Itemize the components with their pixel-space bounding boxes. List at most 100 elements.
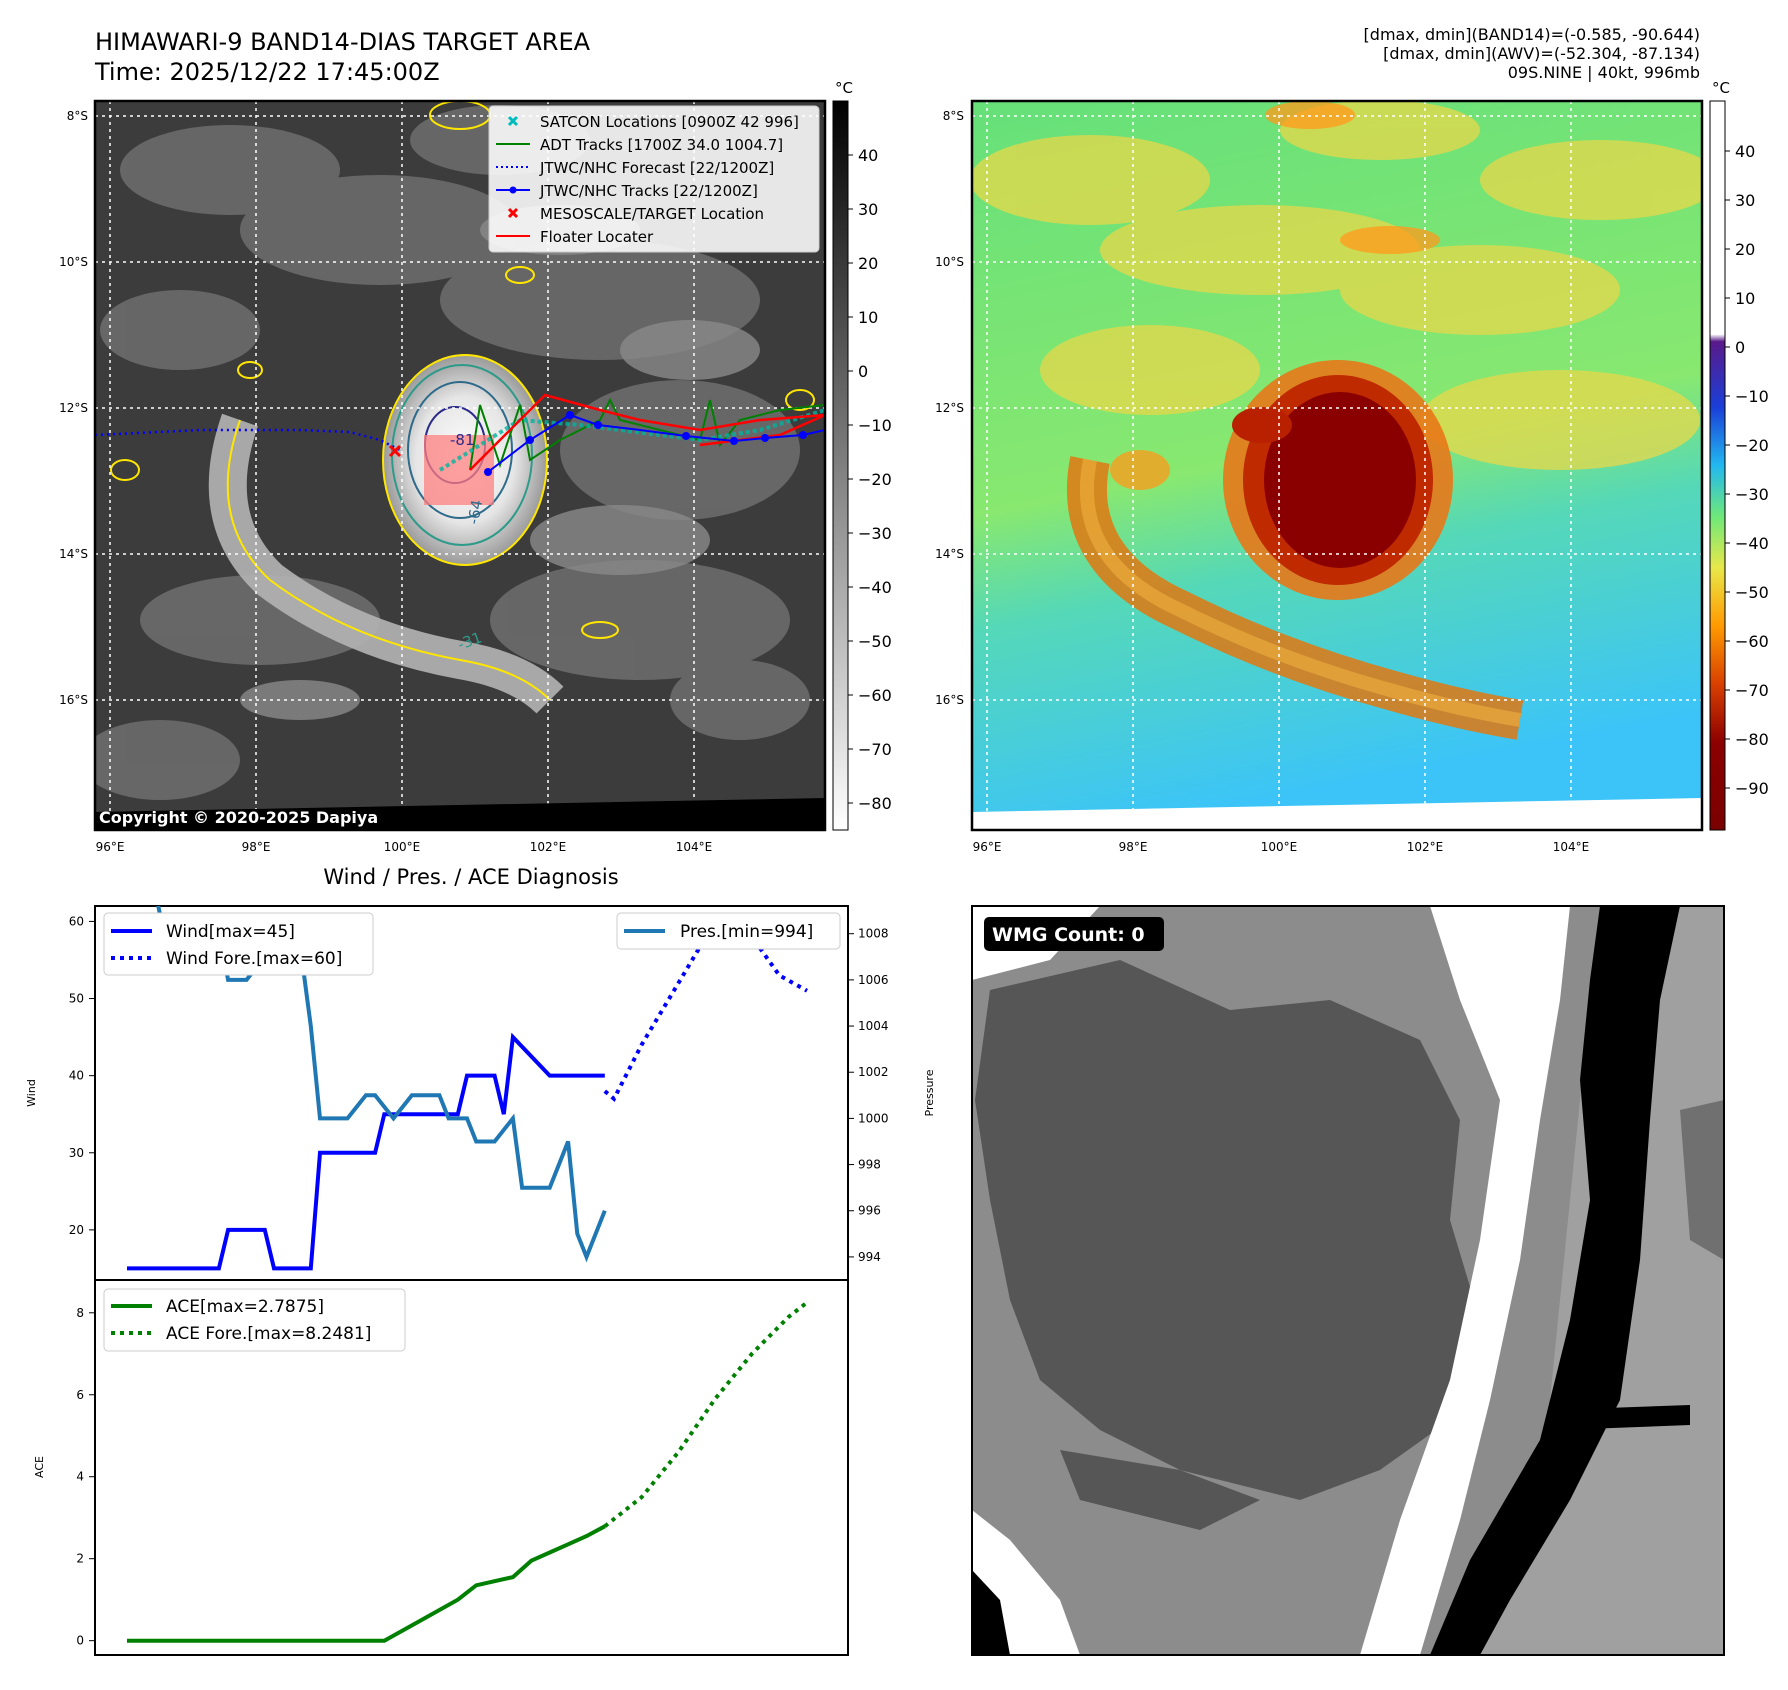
ir-colorbar-tick-label: −30 bbox=[858, 524, 892, 543]
diagnosis-chart-title: Wind / Pres. / ACE Diagnosis bbox=[323, 865, 618, 889]
awv-lat-label-12s: 12°S bbox=[935, 401, 964, 415]
awv-lat-label-14s: 14°S bbox=[935, 547, 964, 561]
pressure-y-tick-label: 998 bbox=[858, 1158, 881, 1172]
lat-label-10s: 10°S bbox=[59, 255, 88, 269]
pressure-y-tick-label: 1002 bbox=[858, 1065, 889, 1079]
ir-colorbar-tick-label: 20 bbox=[858, 254, 878, 273]
legend-floater-label: Floater Locater bbox=[540, 228, 654, 246]
awv-colorbar-tick-label: −30 bbox=[1735, 485, 1769, 504]
wind-y-tick-label: 60 bbox=[69, 914, 84, 928]
awv-map-panel: 8°S 10°S 12°S 14°S 16°S 96°E 98°E 100°E … bbox=[935, 99, 1704, 854]
jtwc-track bbox=[487, 413, 825, 473]
wind-y-tick-label: 50 bbox=[69, 992, 84, 1006]
ace-legend-label: ACE[max=2.7875] bbox=[166, 1297, 324, 1317]
ir-colorbar-tick-label: −70 bbox=[858, 740, 892, 759]
track-legend: SATCON Locations [0900Z 42 996] ADT Trac… bbox=[488, 105, 820, 253]
awv-lon-label-100e: 100°E bbox=[1261, 840, 1298, 854]
lon-label-104e: 104°E bbox=[676, 840, 713, 854]
ace-axis-label: ACE bbox=[33, 1456, 46, 1478]
ace-y-tick-label: 0 bbox=[76, 1634, 84, 1648]
pressure-y-tick-label: 996 bbox=[858, 1204, 881, 1218]
info-band14-range: [dmax, dmin](BAND14)=(-0.585, -90.644) bbox=[1364, 25, 1700, 44]
pressure-y-tick-label: 1000 bbox=[858, 1111, 889, 1125]
lon-label-102e: 102°E bbox=[530, 840, 567, 854]
wmg-panel: WMG Count: 0 bbox=[971, 905, 1725, 1656]
wind-legend-label: Wind[max=45] bbox=[166, 922, 295, 942]
ir-colorbar-tick-label: −10 bbox=[858, 416, 892, 435]
ace-chart: 8 6 4 2 0 ACE ACE[max=2.7875] ACE Fore.[max=… bbox=[33, 1279, 849, 1656]
awv-colorbar-tick-label: −90 bbox=[1735, 779, 1769, 798]
wind-series-line bbox=[127, 1032, 605, 1271]
awv-lat-label-16s: 16°S bbox=[935, 693, 964, 707]
wind-legend: Wind[max=45] Wind Fore.[max=60] bbox=[103, 912, 374, 976]
pressure-y-tick-label: 1008 bbox=[858, 927, 889, 941]
ir-colorbar-tick-label: −40 bbox=[858, 578, 892, 597]
pressure-legend: Pres.[min=994] bbox=[616, 912, 841, 950]
ir-map-panel: -81 -64 -31 bbox=[59, 99, 827, 854]
awv-colorbar-tick-label: 0 bbox=[1735, 338, 1745, 357]
contour-label-81: -81 bbox=[450, 431, 475, 449]
awv-colorbar-tick-label: −80 bbox=[1735, 730, 1769, 749]
legend-jtwc-label: JTWC/NHC Tracks [22/1200Z] bbox=[539, 182, 758, 200]
ir-colorbar: °C 40 30 20 10 0 −10 −20 −30 −40 −50 −60 −70 −80 bbox=[832, 79, 892, 831]
ir-colorbar-tick-label: −80 bbox=[858, 794, 892, 813]
wind-forecast-series-line bbox=[603, 918, 808, 1102]
ace-y-tick-label: 4 bbox=[76, 1470, 84, 1484]
wind-y-tick-label: 20 bbox=[69, 1223, 84, 1237]
lat-label-8s: 8°S bbox=[67, 109, 88, 123]
ace-forecast-legend-label: ACE Fore.[max=8.2481] bbox=[166, 1324, 371, 1344]
awv-colorbar-tick-label: −40 bbox=[1735, 534, 1769, 553]
legend-satcon-swatch bbox=[507, 115, 519, 127]
floater-track bbox=[469, 393, 825, 471]
lat-label-14s: 14°S bbox=[59, 547, 88, 561]
awv-colorbar-tick-label: 10 bbox=[1735, 289, 1755, 308]
info-awv-range: [dmax, dmin](AWV)=(-52.304, -87.134) bbox=[1383, 44, 1700, 63]
info-storm: 09S.NINE | 40kt, 996mb bbox=[1508, 63, 1700, 82]
awv-colorbar-tick-label: −60 bbox=[1735, 632, 1769, 651]
wmg-count-label: WMG Count: 0 bbox=[992, 924, 1145, 946]
pressure-legend-label: Pres.[min=994] bbox=[680, 922, 813, 942]
legend-forecast-label: JTWC/NHC Forecast [22/1200Z] bbox=[539, 159, 774, 177]
legend-target-label: MESOSCALE/TARGET Location bbox=[540, 205, 764, 223]
awv-colorbar-tick-label: −50 bbox=[1735, 583, 1769, 602]
ace-series-line bbox=[127, 1524, 606, 1643]
wind-pressure-chart: 60 50 40 30 20 1008 1006 1004 1002 1000 998 996 994… bbox=[25, 905, 936, 1281]
jtwc-track-points bbox=[484, 411, 807, 476]
ace-y-tick-label: 6 bbox=[76, 1388, 84, 1402]
awv-colorbar-tick-label: −70 bbox=[1735, 681, 1769, 700]
wind-axis-label: Wind bbox=[25, 1079, 38, 1107]
legend-satcon-label: SATCON Locations [0900Z 42 996] bbox=[540, 113, 799, 131]
ace-legend: ACE[max=2.7875] ACE Fore.[max=8.2481] bbox=[103, 1288, 406, 1352]
pressure-y-tick-label: 994 bbox=[858, 1250, 881, 1264]
lat-label-12s: 12°S bbox=[59, 401, 88, 415]
wind-y-tick-label: 40 bbox=[69, 1069, 84, 1083]
wind-forecast-legend-label: Wind Fore.[max=60] bbox=[166, 949, 342, 969]
awv-lon-label-104e: 104°E bbox=[1553, 840, 1590, 854]
awv-lon-label-96e: 96°E bbox=[973, 840, 1002, 854]
pressure-axis-label: Pressure bbox=[923, 1069, 936, 1116]
figure-time: Time: 2025/12/22 17:45:00Z bbox=[94, 58, 440, 86]
pressure-y-tick-label: 1004 bbox=[858, 1019, 889, 1033]
awv-colorbar: °C 40 30 20 10 0 −10 −20 −30 −40 −50 −60 −70 −80 −90 bbox=[1709, 79, 1769, 831]
legend-target-swatch bbox=[507, 207, 519, 219]
awv-colorbar-tick-label: −10 bbox=[1735, 387, 1769, 406]
awv-lon-label-102e: 102°E bbox=[1407, 840, 1444, 854]
copyright-text: Copyright © 2020-2025 Dapiya bbox=[99, 808, 378, 827]
contour-label-64: -64 bbox=[464, 498, 486, 525]
awv-colorbar-tick-label: −20 bbox=[1735, 436, 1769, 455]
ace-forecast-series-line bbox=[603, 1300, 809, 1528]
awv-lat-label-8s: 8°S bbox=[943, 109, 964, 123]
ir-colorbar-tick-label: 0 bbox=[858, 362, 868, 381]
awv-colorbar-tick-label: 30 bbox=[1735, 191, 1755, 210]
legend-jtwc-swatch bbox=[496, 186, 530, 194]
lat-label-16s: 16°S bbox=[59, 693, 88, 707]
adt-track bbox=[469, 397, 825, 471]
awv-colorbar-tick-label: 20 bbox=[1735, 240, 1755, 259]
pressure-y-tick-label: 1006 bbox=[858, 973, 889, 987]
lon-label-96e: 96°E bbox=[96, 840, 125, 854]
awv-lon-label-98e: 98°E bbox=[1119, 840, 1148, 854]
ir-colorbar-unit: °C bbox=[835, 79, 853, 97]
awv-lat-label-10s: 10°S bbox=[935, 255, 964, 269]
ir-colorbar-tick-label: −50 bbox=[858, 632, 892, 651]
